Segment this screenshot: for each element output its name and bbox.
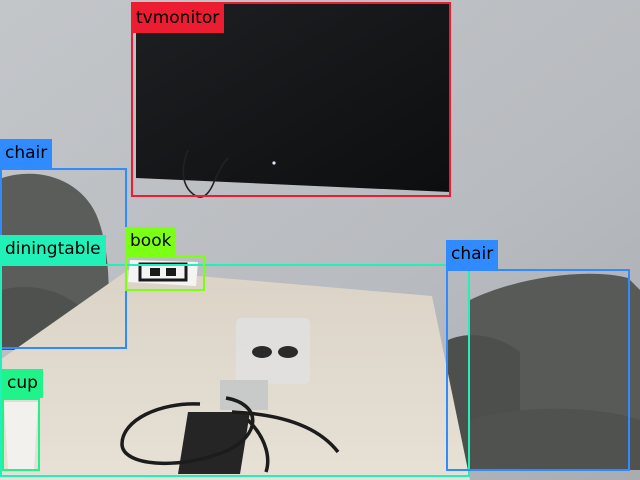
cable-tail <box>231 410 340 454</box>
detection-label-book: book <box>125 227 177 256</box>
tv-led <box>272 161 276 165</box>
detection-box-diningtable <box>0 264 470 477</box>
detection-label-chair-left: chair <box>0 139 53 168</box>
detection-box-tvmonitor <box>131 2 451 197</box>
detection-box-book <box>125 256 205 291</box>
detection-label-chair-right: chair <box>446 240 499 269</box>
device-plate <box>178 412 250 474</box>
detection-label-cup: cup <box>2 369 43 398</box>
right-chair-seat <box>470 408 640 470</box>
tv-screen <box>136 3 450 192</box>
detection-label-tvmonitor: tvmonitor <box>131 4 225 33</box>
table-top <box>0 270 470 480</box>
paper-cup <box>4 402 38 470</box>
cable-end <box>246 418 270 473</box>
tv-cable <box>182 149 229 198</box>
detection-label-diningtable: diningtable <box>0 235 106 264</box>
clear-container <box>236 318 310 384</box>
detection-box-cup <box>2 398 40 471</box>
detection-box-chair-right <box>446 269 630 471</box>
